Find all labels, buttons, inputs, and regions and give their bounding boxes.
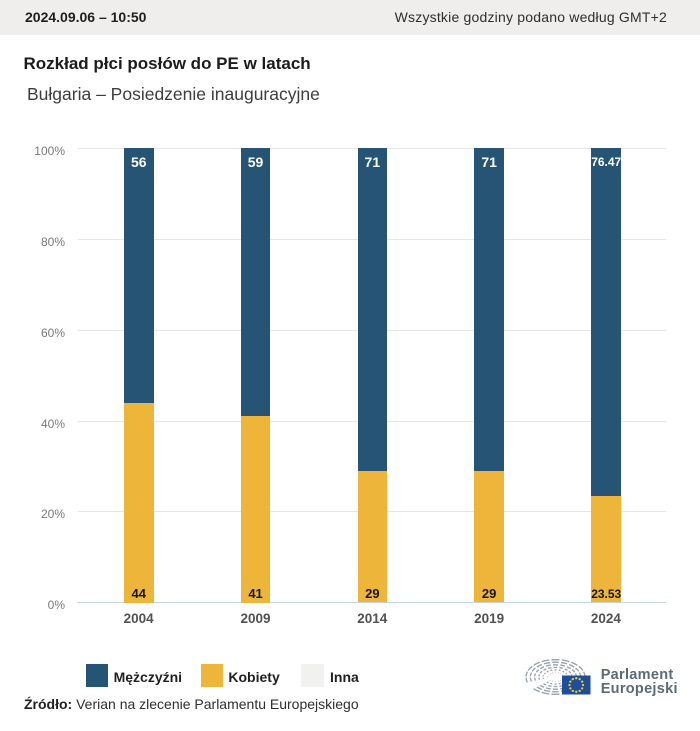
svg-text:Europejski: Europejski	[601, 681, 678, 697]
svg-text:Parlament: Parlament	[601, 667, 674, 683]
